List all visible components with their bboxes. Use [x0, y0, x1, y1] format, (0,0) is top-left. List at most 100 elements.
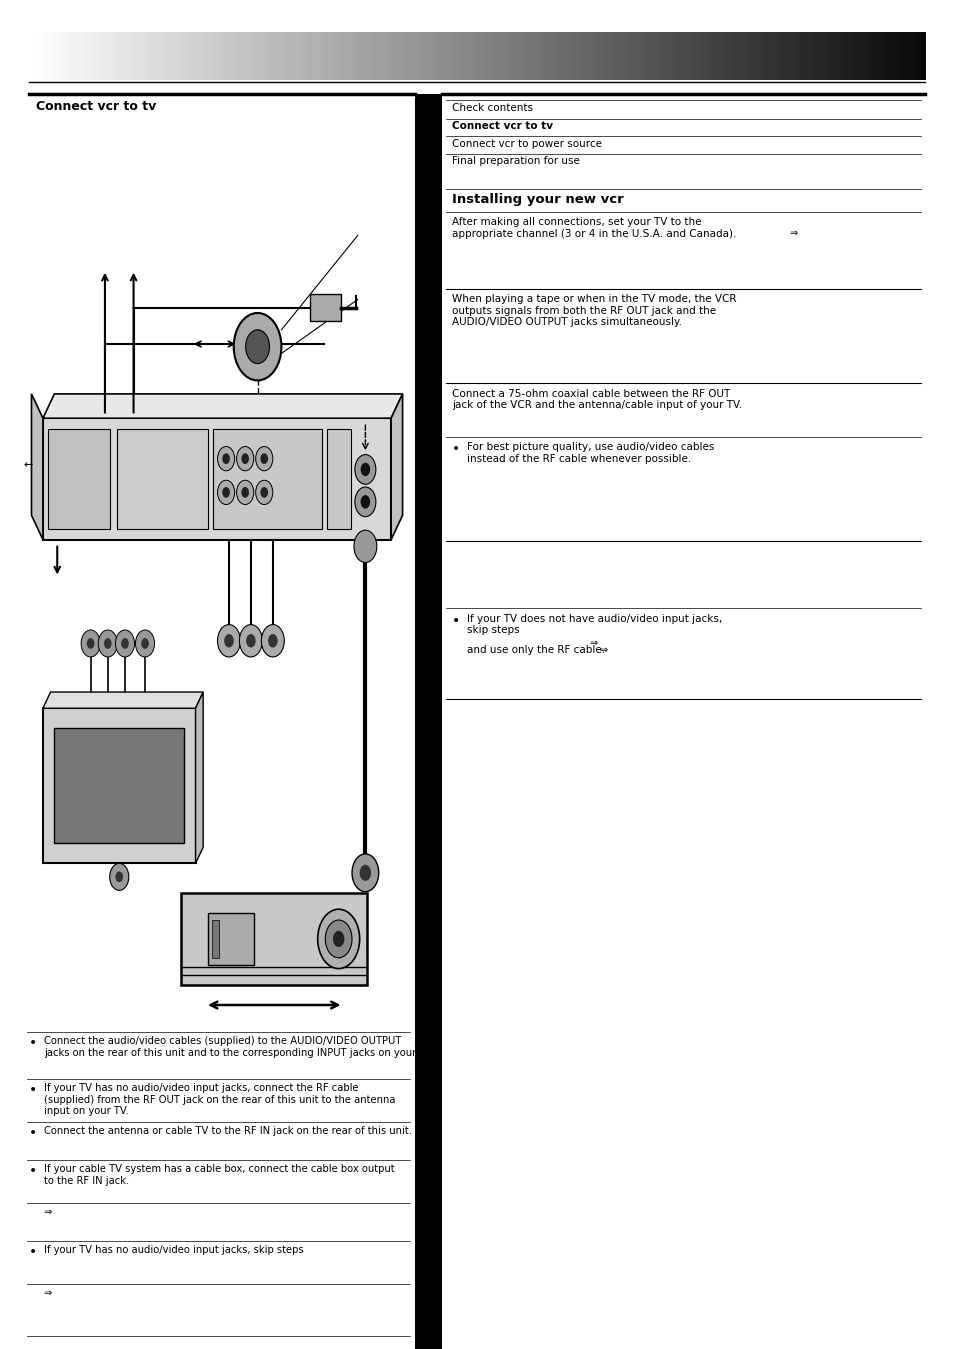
Bar	[760, 32, 764, 80]
Bar	[178, 32, 182, 80]
Bar	[121, 32, 125, 80]
Bar	[503, 32, 507, 80]
Bar	[909, 32, 913, 80]
Bar	[862, 32, 865, 80]
Bar	[65, 32, 69, 80]
Bar	[360, 32, 364, 80]
Bar	[160, 32, 164, 80]
Bar	[593, 32, 597, 80]
Bar	[572, 32, 576, 80]
Bar	[527, 32, 531, 80]
Text: ⇒: ⇒	[44, 1207, 52, 1217]
Bar	[811, 32, 815, 80]
Bar	[461, 32, 465, 80]
Circle shape	[239, 625, 262, 657]
Bar	[327, 429, 351, 529]
Circle shape	[360, 463, 370, 476]
Bar	[787, 32, 791, 80]
Bar	[318, 32, 322, 80]
Bar	[793, 32, 797, 80]
Bar	[898, 32, 902, 80]
Bar	[315, 32, 319, 80]
Bar	[44, 32, 48, 80]
Bar	[47, 32, 51, 80]
Circle shape	[224, 634, 233, 648]
Bar	[506, 32, 510, 80]
Bar	[584, 32, 588, 80]
Text: •: •	[29, 1245, 37, 1259]
Polygon shape	[391, 394, 402, 540]
Bar	[661, 32, 665, 80]
Bar	[856, 32, 860, 80]
Bar	[432, 32, 436, 80]
Bar	[518, 32, 522, 80]
Bar	[781, 32, 785, 80]
Bar	[554, 32, 558, 80]
Bar	[294, 32, 298, 80]
Bar	[151, 32, 155, 80]
Bar	[355, 32, 358, 80]
Bar	[193, 32, 196, 80]
Bar	[223, 32, 227, 80]
Bar	[733, 32, 738, 80]
Circle shape	[115, 630, 134, 657]
Bar	[906, 32, 910, 80]
Bar	[408, 32, 412, 80]
Bar	[458, 32, 462, 80]
Bar	[608, 32, 612, 80]
Bar	[709, 32, 714, 80]
Bar	[327, 32, 331, 80]
Bar	[534, 32, 537, 80]
Bar	[808, 32, 812, 80]
Bar	[766, 32, 770, 80]
Bar	[643, 32, 648, 80]
Bar	[706, 32, 710, 80]
Bar	[596, 32, 599, 80]
Text: ⇒: ⇒	[598, 645, 607, 654]
Bar	[509, 32, 514, 80]
Polygon shape	[195, 692, 203, 863]
Bar	[234, 32, 238, 80]
Text: For best picture quality, use audio/video cables
instead of the RF cable wheneve: For best picture quality, use audio/vide…	[467, 442, 714, 464]
Bar	[381, 32, 385, 80]
Circle shape	[115, 871, 123, 882]
Bar	[172, 32, 176, 80]
Bar	[874, 32, 878, 80]
Bar	[605, 32, 609, 80]
Bar	[79, 32, 83, 80]
Bar	[721, 32, 725, 80]
Bar	[229, 32, 233, 80]
Bar	[300, 32, 304, 80]
Bar	[679, 32, 683, 80]
Bar	[877, 32, 881, 80]
Circle shape	[104, 638, 112, 649]
Bar	[411, 32, 415, 80]
Bar	[163, 32, 167, 80]
Bar	[440, 32, 445, 80]
Bar	[268, 32, 272, 80]
Bar	[265, 32, 269, 80]
Circle shape	[236, 480, 253, 505]
Bar	[405, 32, 409, 80]
Bar	[175, 32, 179, 80]
Bar	[677, 32, 680, 80]
Bar	[698, 32, 701, 80]
Bar	[117, 429, 208, 529]
Bar	[602, 32, 606, 80]
Bar	[220, 32, 224, 80]
Circle shape	[359, 865, 371, 881]
Bar	[922, 32, 925, 80]
Bar	[614, 32, 618, 80]
Bar	[271, 32, 274, 80]
Bar	[187, 32, 191, 80]
Bar	[598, 32, 603, 80]
Text: ⇒: ⇒	[589, 638, 598, 648]
Bar	[482, 32, 486, 80]
Bar	[647, 32, 651, 80]
Bar	[843, 32, 848, 80]
Bar	[542, 32, 546, 80]
Bar	[492, 32, 496, 80]
Bar	[912, 32, 917, 80]
Bar	[485, 32, 490, 80]
Bar	[348, 32, 352, 80]
